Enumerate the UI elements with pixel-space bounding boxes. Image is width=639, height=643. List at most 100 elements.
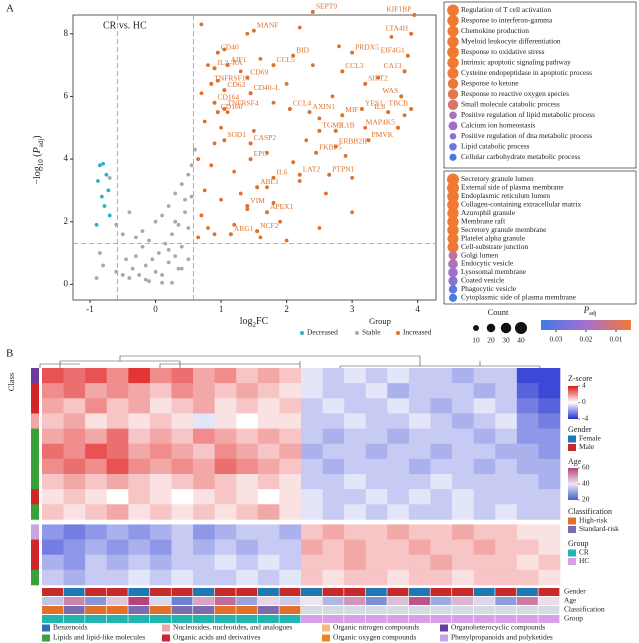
heatmap-cell — [473, 443, 496, 460]
heatmap-cell — [193, 474, 215, 490]
heatmap-cell — [149, 428, 172, 445]
heatmap-cell — [106, 474, 129, 490]
gene-label: YES1 — [365, 99, 383, 108]
point — [99, 194, 104, 199]
annotation-cell — [279, 606, 301, 614]
term-dot — [448, 121, 458, 131]
point — [199, 91, 204, 96]
heatmap-cell — [408, 554, 431, 571]
term-dot — [449, 133, 457, 140]
point — [114, 222, 119, 227]
age-color-bar — [568, 468, 578, 500]
labeled-point — [314, 150, 319, 155]
heatmap-cell — [279, 428, 302, 445]
heatmap-cell — [430, 569, 453, 586]
annotation-cell — [301, 588, 322, 596]
point — [183, 210, 187, 215]
heatmap-cell — [495, 524, 518, 540]
heatmap-cell — [149, 539, 172, 556]
gene-label: TGM2 — [322, 121, 343, 130]
heatmap-cell — [344, 569, 367, 586]
heatmap-cell — [106, 368, 129, 384]
size-legend-dot — [514, 321, 528, 335]
annotation-cell — [344, 588, 366, 596]
legend-label: CR — [579, 548, 589, 557]
size-legend-title: Count — [488, 307, 509, 317]
heatmap-cell — [452, 554, 474, 571]
heatmap-cell — [85, 569, 108, 586]
heatmap-cell — [408, 474, 431, 490]
heatmap-cell — [106, 539, 129, 556]
class-strip — [31, 443, 39, 460]
annotation-cell — [408, 606, 430, 614]
heatmap-cell — [128, 413, 151, 429]
heatmap-cell — [214, 443, 237, 460]
term-dot — [448, 276, 458, 286]
heatmap-cell — [63, 368, 86, 384]
heatmap-cell — [408, 368, 431, 384]
term-label: Phagocytic vesicle — [461, 284, 517, 293]
legend-label: Stable — [362, 328, 381, 337]
heatmap-cell — [149, 489, 172, 505]
point — [196, 157, 201, 161]
heatmap-cell — [279, 458, 302, 475]
heatmap-cell — [149, 504, 172, 520]
heatmap-cell — [279, 474, 302, 490]
heatmap-cell — [171, 443, 194, 460]
heatmap-cell — [85, 554, 108, 571]
heatmap-cell — [516, 443, 539, 460]
annotation-cell — [236, 606, 258, 614]
heatmap-cell — [387, 383, 410, 399]
labeled-point — [333, 128, 338, 133]
term-label: Coated vesicle — [461, 276, 505, 285]
annotation-cell — [538, 588, 560, 596]
annotation-cell — [63, 606, 85, 614]
heatmap-cell — [214, 539, 237, 556]
heatmap-cell — [106, 398, 129, 414]
heatmap-cell — [149, 554, 172, 571]
annotation-cell — [257, 588, 279, 596]
heatmap-cell — [149, 458, 172, 475]
heatmap-cell — [452, 443, 474, 460]
heatmap-cell — [128, 554, 151, 571]
point — [291, 160, 296, 165]
gene-label: CD63 — [227, 80, 245, 89]
point — [130, 266, 135, 271]
class-swatch — [440, 624, 448, 632]
heatmap-cell — [473, 524, 496, 540]
point — [160, 273, 165, 277]
gene-label: CD160 — [221, 102, 243, 111]
point — [150, 257, 155, 262]
heatmap-cell — [257, 489, 280, 505]
heatmap-cell — [387, 569, 410, 586]
labeled-point — [405, 53, 410, 58]
x-tick-label: 0 — [153, 304, 158, 314]
heatmap-cell — [236, 443, 259, 460]
heatmap-cell — [279, 489, 302, 505]
point — [107, 175, 112, 180]
heatmap-cell — [516, 489, 539, 505]
age-tick-label: 60 — [582, 463, 590, 472]
heatmap-cell — [257, 398, 280, 414]
annotation-cell — [171, 597, 193, 605]
term-dot — [448, 267, 458, 278]
y-label-part: P — [32, 147, 43, 154]
heatmap-cell — [171, 474, 194, 490]
heatmap-cell — [387, 443, 410, 460]
annotation-cell — [257, 606, 279, 614]
heatmap-cell — [387, 474, 410, 490]
heatmap-cell — [430, 474, 453, 490]
heatmap-cell — [279, 368, 302, 384]
heatmap-cell — [473, 554, 496, 571]
heatmap-cell — [193, 458, 215, 475]
legend-swatch — [568, 549, 576, 557]
gene-label: CCL5 — [277, 55, 296, 64]
term-dot — [447, 15, 459, 27]
annotation-cell — [279, 597, 301, 605]
heatmap-cell — [473, 489, 496, 505]
list-frame — [443, 170, 637, 305]
term-dot — [447, 4, 459, 17]
y-label-sub: adj — [37, 139, 45, 148]
class-label: Organoheterocyclic compounds — [451, 623, 545, 632]
